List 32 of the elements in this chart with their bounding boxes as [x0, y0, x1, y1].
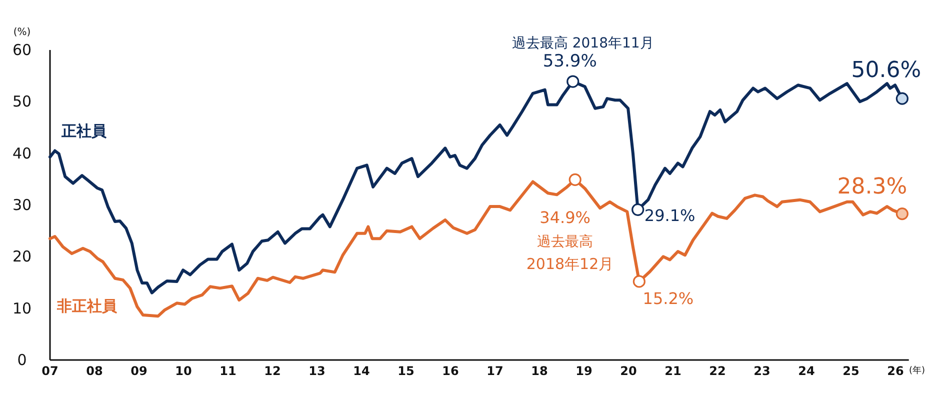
x-tick-label: 17: [486, 364, 504, 378]
x-tick-label: 12: [264, 364, 281, 378]
y-tick-label: 10: [12, 299, 32, 318]
x-tick-label: 15: [398, 364, 414, 378]
x-tick-label: 18: [531, 364, 548, 378]
x-tick-label: 11: [220, 364, 236, 378]
x-tick-label: 23: [754, 364, 770, 378]
x-tick-label: 10: [175, 364, 192, 378]
y-tick-label: 50: [12, 92, 32, 111]
x-tick-label: 08: [86, 364, 103, 378]
x-tick-label: 16: [442, 364, 459, 378]
annotation: 50.6%: [851, 58, 922, 84]
y-tick-label: 60: [12, 41, 32, 59]
x-tick-label: 14: [353, 364, 370, 378]
x-tick-label: 13: [308, 364, 326, 378]
y-tick-label: 30: [12, 196, 32, 214]
x-tick-label: 22: [709, 364, 726, 378]
x-tick-label: 19: [576, 364, 592, 378]
x-tick-label: 25: [842, 364, 860, 378]
x-tick-label: 09: [130, 364, 148, 378]
y-tick-label: 20: [12, 248, 32, 266]
annotation: 53.9%: [542, 52, 597, 72]
y-tick-label: 40: [12, 144, 32, 162]
x-tick-label: 20: [620, 364, 637, 378]
x-tick-label: 26: [887, 364, 904, 378]
x-tick-label: 07: [42, 364, 58, 378]
y-tick-label: 0: [17, 351, 27, 369]
x-axis-title: (年): [908, 365, 926, 376]
y-axis-title: (%): [13, 27, 31, 38]
x-tick-label: 24: [798, 364, 815, 378]
x-tick-label: 21: [664, 364, 682, 378]
annotation: 過去最高 2018年11月: [512, 36, 654, 52]
